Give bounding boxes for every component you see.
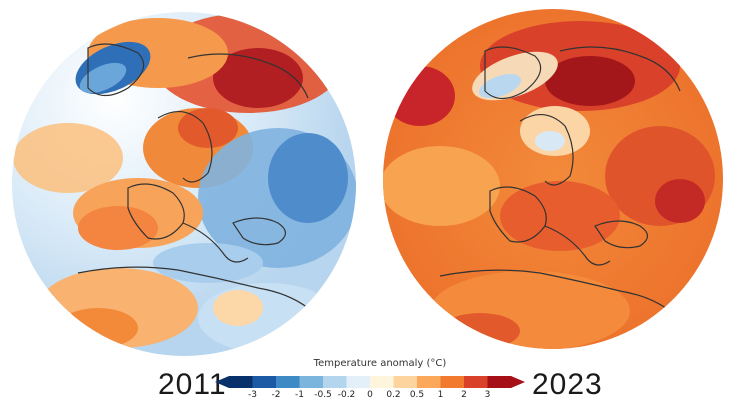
- legend-title: Temperature anomaly (°C): [313, 358, 447, 369]
- legend-tick-label: -2: [271, 390, 281, 400]
- legend-tick-label: 0.2: [386, 390, 401, 400]
- year-label-left: 2011: [158, 368, 227, 401]
- legend-color-step: [487, 376, 512, 388]
- legend-arrow-left: [215, 376, 229, 388]
- legend-arrow-right: [511, 376, 525, 388]
- globe-2023-map: [383, 9, 723, 349]
- legend-color-step: [440, 376, 465, 388]
- legend-color-step: [229, 376, 253, 388]
- legend-tick-label: -3: [248, 390, 257, 400]
- globe-2011-map: [12, 12, 356, 356]
- legend-tick-label: 0.5: [409, 390, 425, 400]
- legend-tick-label: 0: [367, 390, 373, 400]
- legend-tick-label: -0.2: [337, 390, 356, 400]
- legend-color-step: [464, 376, 488, 388]
- legend-color-step: [252, 376, 277, 388]
- legend-tick-label: -0.5: [314, 390, 332, 400]
- legend-ticks: -3 -2 -1 -0.5 -0.2 0 0.2 0.5 1 2 3: [215, 390, 525, 404]
- legend-tick-label: 3: [484, 390, 491, 400]
- legend-color-step: [276, 376, 300, 388]
- legend-tick-label: 1: [437, 390, 444, 400]
- legend-colorbar: [215, 376, 525, 388]
- legend-color-step: [346, 376, 371, 388]
- legend-tick-label: -1: [295, 390, 304, 400]
- legend-color-step: [393, 376, 418, 388]
- legend-color-step: [299, 376, 324, 388]
- legend-tick-label: 2: [461, 390, 467, 400]
- legend-color-step: [323, 376, 347, 388]
- year-label-right: 2023: [532, 368, 603, 401]
- legend-color-step: [370, 376, 394, 388]
- legend-color-step: [417, 376, 441, 388]
